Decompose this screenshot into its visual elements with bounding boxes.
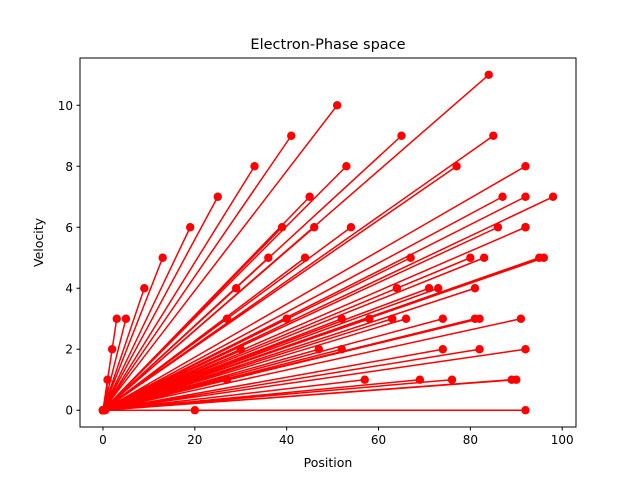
data-point: [213, 192, 222, 201]
chart-title: Electron-Phase space: [250, 37, 405, 53]
x-tick-label: 0: [99, 433, 107, 447]
data-point: [222, 375, 232, 384]
data-point: [342, 162, 351, 171]
y-tick-label: 8: [65, 160, 73, 174]
data-point: [484, 70, 493, 79]
data-point: [310, 223, 319, 232]
data-point: [438, 345, 448, 354]
y-tick-label: 2: [65, 343, 73, 357]
data-point: [498, 192, 507, 201]
data-point: [300, 253, 310, 262]
data-point: [190, 406, 200, 415]
data-point: [121, 314, 131, 323]
y-tick-label: 4: [65, 282, 73, 296]
data-point: [521, 406, 530, 415]
data-point: [236, 345, 245, 354]
y-tick-label: 6: [65, 221, 73, 235]
data-point: [397, 131, 406, 140]
y-axis-label: Velocity: [31, 217, 46, 267]
x-tick-label: 100: [551, 433, 574, 447]
data-point: [447, 375, 457, 384]
data-point: [466, 253, 475, 262]
data-point: [107, 345, 117, 354]
data-point: [186, 223, 195, 232]
data-point: [158, 253, 167, 262]
data-point: [434, 284, 443, 293]
data-point: [415, 375, 425, 384]
x-axis-label: Position: [304, 455, 353, 470]
data-point: [250, 162, 259, 171]
data-point: [365, 314, 374, 323]
data-point: [314, 345, 324, 354]
data-point: [521, 192, 530, 201]
data-point: [424, 284, 434, 293]
data-point: [231, 284, 241, 293]
y-tick-label: 10: [58, 99, 73, 113]
data-point: [360, 375, 369, 384]
data-point: [516, 314, 526, 323]
x-tick-label: 40: [279, 433, 294, 447]
data-point: [452, 162, 461, 171]
data-point: [337, 345, 346, 354]
data-point: [521, 223, 530, 232]
x-tick-label: 80: [463, 433, 478, 447]
data-point: [475, 345, 484, 354]
plot-area: [98, 70, 558, 415]
data-point: [222, 314, 232, 323]
data-point: [264, 253, 273, 262]
data-point: [406, 253, 415, 262]
data-point: [438, 314, 448, 323]
data-point: [346, 223, 356, 232]
data-point: [470, 284, 480, 293]
data-point: [512, 375, 521, 384]
data-point: [337, 314, 346, 323]
axes-frame: [79, 57, 577, 428]
data-point: [388, 314, 397, 323]
data-point: [112, 314, 121, 323]
x-tick-label: 20: [187, 433, 202, 447]
data-point: [282, 314, 291, 323]
data-point: [401, 314, 411, 323]
data-point: [539, 253, 549, 262]
y-tick-label: 0: [65, 404, 73, 418]
data-point: [475, 314, 484, 323]
data-point: [479, 253, 489, 262]
data-point: [287, 131, 296, 140]
data-point: [332, 101, 342, 110]
data-point: [140, 284, 149, 293]
data-point: [493, 223, 503, 232]
data-point: [277, 223, 287, 232]
data-point: [521, 162, 530, 171]
data-point: [98, 406, 108, 415]
data-point: [103, 375, 112, 384]
x-tick-label: 60: [371, 433, 386, 447]
x-axis-ticks: 0 20 40 60 80 100: [99, 427, 574, 447]
data-point: [392, 284, 402, 293]
data-point: [521, 345, 530, 354]
data-point: [489, 131, 498, 140]
data-point: [548, 192, 558, 201]
y-axis-ticks: 0 2 4 6 8 10: [58, 99, 80, 418]
data-point: [305, 192, 314, 201]
